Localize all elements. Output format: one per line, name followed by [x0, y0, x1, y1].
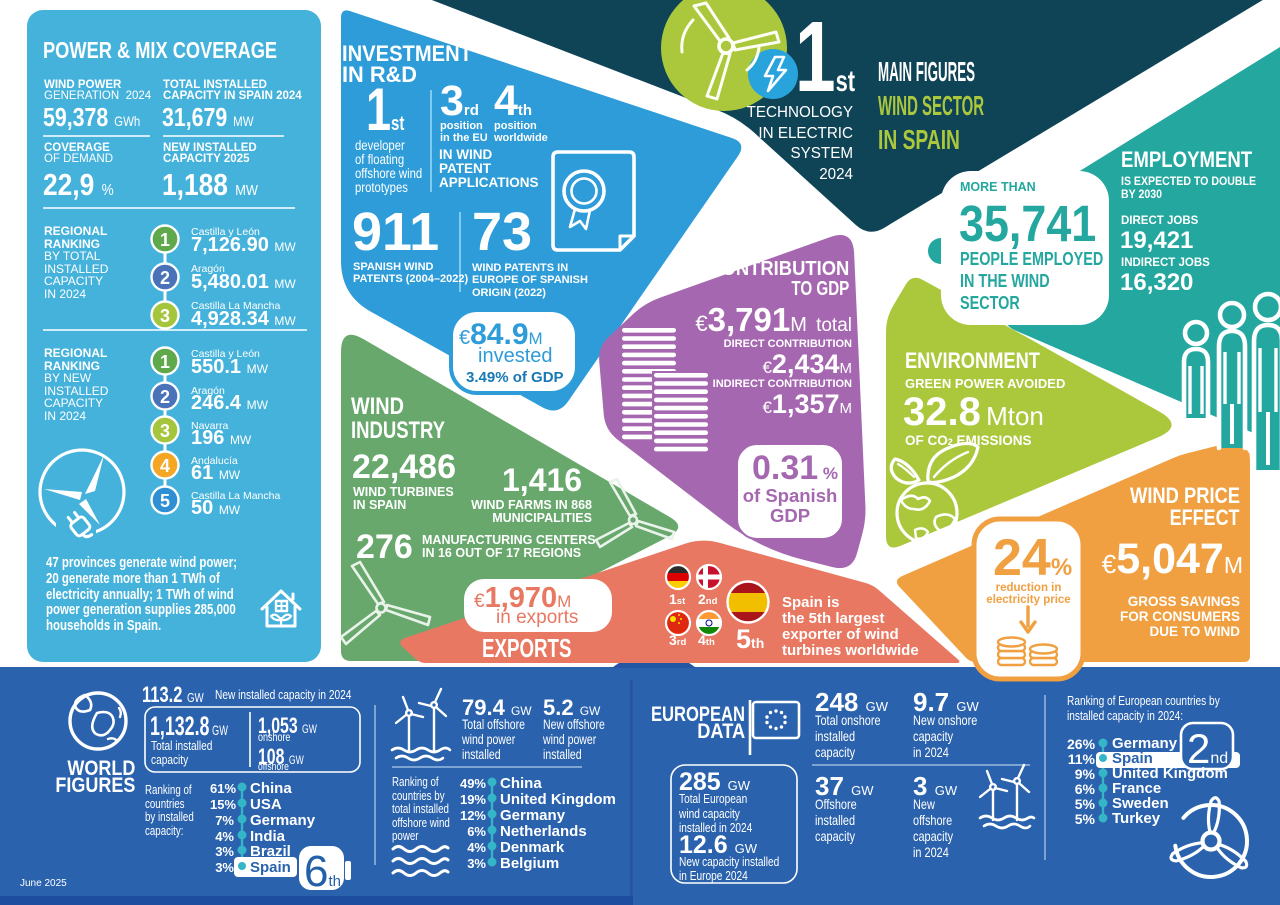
svg-text:3: 3	[160, 306, 170, 326]
svg-text:5: 5	[160, 491, 170, 511]
svg-text:2: 2	[160, 268, 170, 288]
svg-text:1: 1	[160, 230, 170, 250]
svg-text:4: 4	[160, 456, 170, 476]
svg-text:3: 3	[160, 421, 170, 441]
svg-text:2: 2	[160, 387, 170, 407]
svg-text:1: 1	[160, 352, 170, 372]
